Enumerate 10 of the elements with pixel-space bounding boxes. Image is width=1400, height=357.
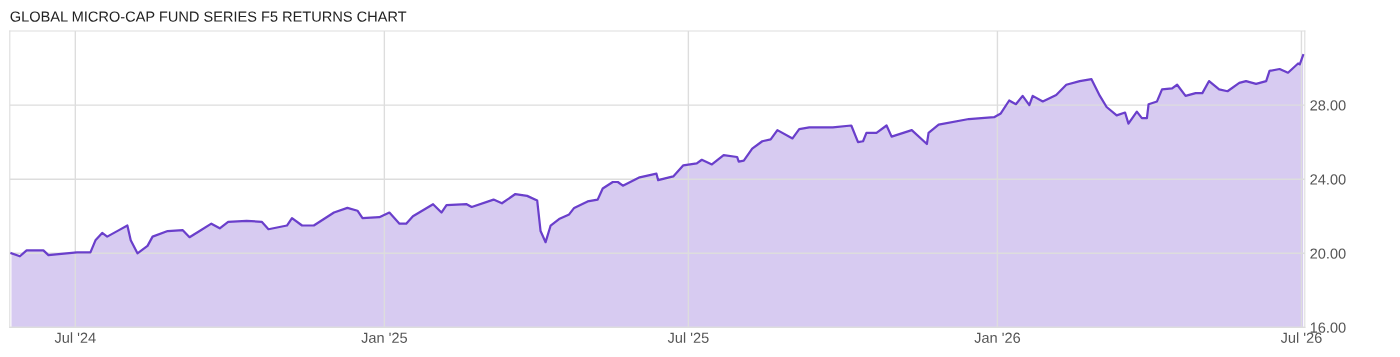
x-tick-label: Jan '25 <box>361 332 408 343</box>
chart-title: GLOBAL MICRO-CAP FUND SERIES F5 RETURNS CHART <box>10 11 407 22</box>
x-tick-label: Jul '25 <box>667 332 709 343</box>
y-tick-label: 20.00 <box>1310 248 1346 259</box>
x-tick-label: Jul '24 <box>54 332 96 343</box>
x-tick-label: Jan '26 <box>974 332 1021 343</box>
y-tick-label: 16.00 <box>1310 322 1346 333</box>
y-tick-label: 24.00 <box>1310 174 1346 185</box>
y-tick-label: 28.00 <box>1310 100 1346 111</box>
x-tick-label: Jul '26 <box>1280 332 1322 343</box>
